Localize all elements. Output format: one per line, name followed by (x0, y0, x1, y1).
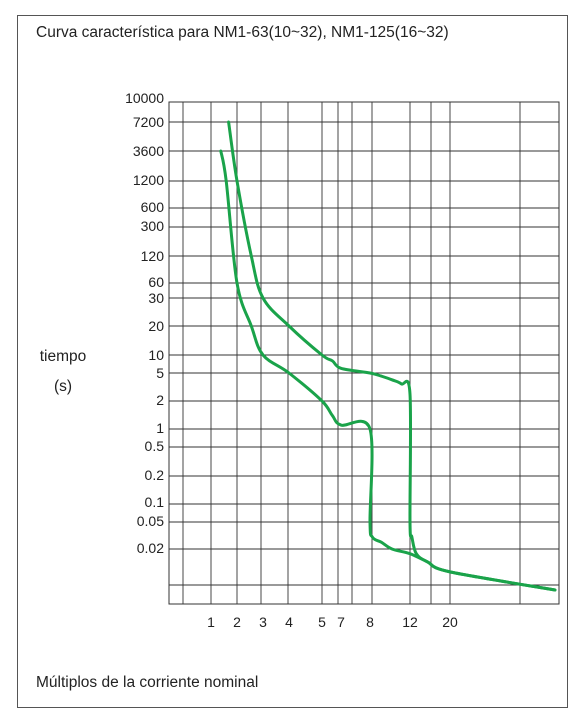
y-tick-label: 0.1 (145, 494, 165, 510)
curve-line-1 (219, 149, 557, 592)
y-tick-label: 600 (141, 199, 165, 215)
x-tick-label: 4 (285, 614, 293, 630)
x-tick-label: 12 (402, 614, 418, 630)
y-tick-label: 0.2 (145, 467, 165, 483)
y-axis-label-unit: (s) (53, 378, 73, 395)
chart-title: Curva característica para NM1-63(10~32),… (36, 24, 449, 41)
chart-frame (17, 15, 568, 708)
y-tick-label: 5 (156, 365, 164, 381)
y-tick-label: 300 (141, 218, 165, 234)
y-axis-label-line: tiempo (39, 348, 87, 365)
x-tick-label: 7 (337, 614, 345, 630)
y-tick-label: 60 (148, 274, 164, 290)
y-tick-label: 0.05 (137, 513, 164, 529)
y-tick-label: 0.5 (145, 438, 165, 454)
y-tick-label: 10000 (125, 90, 164, 106)
y-tick-label: 20 (148, 318, 164, 334)
y-tick-label: 1 (156, 420, 164, 436)
x-tick-label: 3 (259, 614, 267, 630)
x-tick-label: 8 (366, 614, 374, 630)
curve-line-2 (227, 120, 557, 592)
y-tick-label: 7200 (133, 114, 164, 130)
y-tick-label: 120 (141, 248, 165, 264)
x-tick-labels: 1 2 3 4 5 7 8 12 20 (207, 614, 458, 630)
y-axis-label: tiempo (s) (33, 342, 93, 402)
y-tick-label: 10 (148, 347, 164, 363)
x-axis-label: Múltiplos de la corriente nominal (36, 674, 259, 691)
x-tick-label: 20 (442, 614, 458, 630)
y-tick-label: 0.02 (137, 540, 164, 556)
y-tick-label: 1200 (133, 172, 164, 188)
plot-border (168, 101, 560, 605)
curves (219, 120, 557, 592)
y-tick-label: 3600 (133, 143, 164, 159)
x-tick-label: 5 (318, 614, 326, 630)
grid (168, 101, 560, 605)
y-tick-label: 30 (148, 290, 164, 306)
y-tick-label: 2 (156, 392, 164, 408)
x-tick-label: 1 (207, 614, 215, 630)
x-tick-label: 2 (233, 614, 241, 630)
